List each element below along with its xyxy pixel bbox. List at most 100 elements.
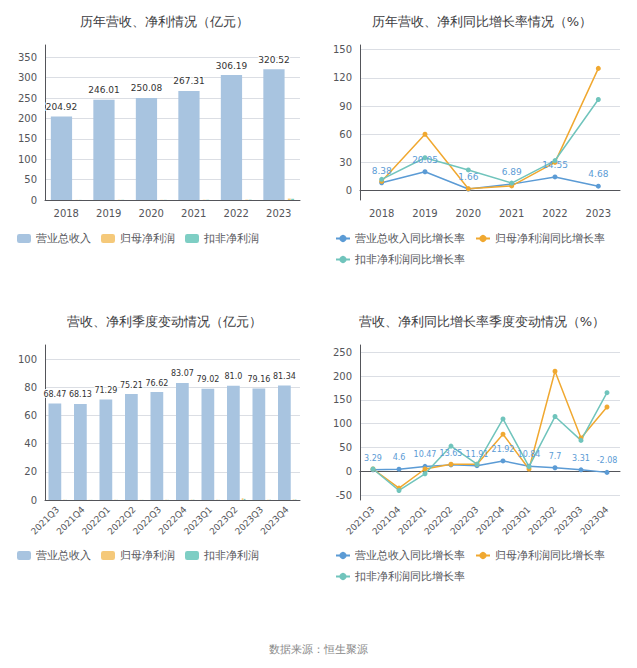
svg-text:200: 200 [333, 371, 352, 382]
svg-text:79.02: 79.02 [196, 375, 219, 384]
svg-text:150: 150 [18, 133, 37, 144]
svg-text:扣非净利润同比增长率: 扣非净利润同比增长率 [354, 570, 465, 583]
svg-text:营业总收入: 营业总收入 [36, 232, 91, 245]
svg-text:2023Q2: 2023Q2 [207, 504, 240, 537]
svg-text:2023Q4: 2023Q4 [578, 504, 610, 536]
svg-text:320.52: 320.52 [258, 55, 290, 65]
svg-text:350: 350 [18, 52, 37, 63]
svg-text:100: 100 [333, 418, 352, 429]
svg-text:68.13: 68.13 [69, 390, 92, 399]
svg-text:2020: 2020 [139, 208, 164, 219]
svg-text:归母净利润: 归母净利润 [120, 232, 175, 245]
svg-text:150: 150 [333, 394, 352, 405]
svg-text:60: 60 [339, 129, 352, 140]
svg-text:20.05: 20.05 [412, 155, 438, 165]
svg-text:60: 60 [24, 410, 37, 421]
svg-text:2022Q3: 2022Q3 [131, 504, 164, 537]
svg-text:6.89: 6.89 [502, 167, 522, 177]
svg-text:4.68: 4.68 [588, 169, 608, 179]
svg-text:75.21: 75.21 [120, 381, 143, 390]
svg-text:21.92: 21.92 [492, 445, 515, 454]
svg-text:2019: 2019 [96, 208, 121, 219]
svg-text:0: 0 [31, 495, 37, 506]
svg-text:306.19: 306.19 [216, 61, 248, 71]
svg-text:81.0: 81.0 [224, 372, 242, 381]
svg-text:2022Q4: 2022Q4 [156, 504, 189, 537]
svg-text:营业总收入同比增长率: 营业总收入同比增长率 [355, 232, 465, 245]
svg-text:10.84: 10.84 [518, 450, 541, 459]
svg-text:80: 80 [24, 382, 37, 393]
svg-text:历年营收、净利情况（亿元）: 历年营收、净利情况（亿元） [80, 14, 249, 29]
svg-text:246.01: 246.01 [88, 85, 120, 95]
svg-text:83.07: 83.07 [171, 369, 194, 378]
svg-text:120: 120 [333, 72, 352, 83]
svg-text:81.34: 81.34 [273, 372, 296, 381]
svg-text:2023Q1: 2023Q1 [182, 504, 215, 537]
svg-text:2022: 2022 [224, 208, 249, 219]
svg-text:40: 40 [24, 438, 37, 449]
svg-text:71.29: 71.29 [94, 386, 117, 395]
svg-text:76.62: 76.62 [145, 379, 168, 388]
svg-text:2018: 2018 [54, 208, 79, 219]
svg-text:归母净利润同比增长率: 归母净利润同比增长率 [495, 232, 605, 245]
svg-text:2023Q3: 2023Q3 [233, 504, 266, 537]
svg-text:13.65: 13.65 [440, 449, 463, 458]
svg-text:250.08: 250.08 [131, 83, 163, 93]
svg-text:2021Q3: 2021Q3 [344, 504, 377, 537]
svg-text:-50: -50 [336, 490, 352, 501]
svg-text:归母净利润同比增长率: 归母净利润同比增长率 [495, 549, 605, 562]
svg-text:50: 50 [339, 442, 352, 453]
svg-text:20: 20 [24, 466, 37, 477]
svg-text:10.47: 10.47 [414, 450, 437, 459]
svg-text:0: 0 [346, 185, 352, 196]
svg-text:100: 100 [18, 154, 37, 165]
svg-text:历年营收、净利同比增长率情况（%）: 历年营收、净利同比增长率情况（%） [372, 14, 592, 29]
svg-text:200: 200 [18, 113, 37, 124]
svg-text:2022: 2022 [542, 208, 567, 219]
svg-text:2023: 2023 [266, 208, 291, 219]
svg-text:0: 0 [31, 195, 37, 206]
svg-text:2020: 2020 [456, 208, 481, 219]
svg-text:0: 0 [346, 466, 352, 477]
svg-text:归母净利润: 归母净利润 [120, 549, 175, 562]
svg-text:营业总收入: 营业总收入 [36, 549, 91, 562]
svg-text:营收、净利季度变动情况（亿元）: 营收、净利季度变动情况（亿元） [67, 314, 262, 329]
svg-text:100: 100 [18, 354, 37, 365]
svg-text:2022Q2: 2022Q2 [105, 504, 138, 537]
svg-text:30: 30 [339, 157, 352, 168]
svg-text:3.31: 3.31 [572, 454, 590, 463]
svg-text:50: 50 [24, 174, 37, 185]
svg-text:7.7: 7.7 [549, 452, 562, 461]
svg-text:2023Q4: 2023Q4 [259, 504, 291, 536]
svg-text:250: 250 [18, 93, 37, 104]
svg-text:2023: 2023 [586, 208, 611, 219]
svg-text:2021: 2021 [181, 208, 206, 219]
svg-text:2021Q4: 2021Q4 [54, 504, 87, 537]
svg-text:2021Q3: 2021Q3 [29, 504, 62, 537]
svg-text:8.38: 8.38 [372, 166, 392, 176]
svg-text:2018: 2018 [369, 208, 394, 219]
svg-text:14.55: 14.55 [542, 160, 568, 170]
svg-text:90: 90 [339, 101, 352, 112]
svg-text:3.29: 3.29 [364, 454, 382, 463]
svg-text:2021: 2021 [499, 208, 524, 219]
svg-text:11.91: 11.91 [466, 450, 489, 459]
svg-text:2022Q1: 2022Q1 [80, 504, 113, 537]
svg-text:267.31: 267.31 [173, 76, 205, 86]
svg-text:扣非净利润: 扣非净利润 [203, 549, 259, 562]
svg-text:扣非净利润同比增长率: 扣非净利润同比增长率 [354, 253, 465, 266]
svg-text:300: 300 [18, 72, 37, 83]
svg-text:营业总收入同比增长率: 营业总收入同比增长率 [355, 549, 465, 562]
svg-text:2019: 2019 [412, 208, 437, 219]
svg-text:79.16: 79.16 [247, 375, 270, 384]
svg-text:204.92: 204.92 [46, 102, 78, 112]
svg-text:4.6: 4.6 [393, 453, 406, 462]
svg-text:250: 250 [333, 347, 352, 358]
svg-text:扣非净利润: 扣非净利润 [203, 232, 259, 245]
svg-text:数据来源：恒生聚源: 数据来源：恒生聚源 [269, 643, 368, 656]
svg-text:150: 150 [333, 44, 352, 55]
svg-text:68.47: 68.47 [43, 390, 66, 399]
svg-text:-2.08: -2.08 [597, 456, 618, 465]
svg-text:营收、净利同比增长率季度变动情况（%）: 营收、净利同比增长率季度变动情况（%） [359, 314, 605, 329]
svg-text:1.66: 1.66 [458, 172, 478, 182]
